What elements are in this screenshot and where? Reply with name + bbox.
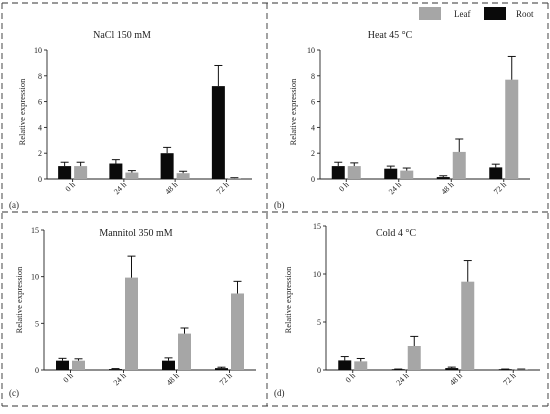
panel-d-bar-leaf <box>514 369 528 370</box>
panel-a-y-tick-label: 10 <box>34 46 42 55</box>
panel-b-text: Heat 45 °C (b) Relative expression <box>274 30 413 210</box>
panel-d-y-tick-label: 5 <box>317 318 321 327</box>
panel-a-bar-leaf <box>125 172 139 179</box>
panel-c-ylabel: Relative expression <box>14 266 24 334</box>
panel-d-x-tick-label: 72 h <box>501 371 517 387</box>
panel-d-bar-root <box>338 360 352 370</box>
panel-b-tag: (b) <box>274 200 285 210</box>
panel-d-tag: (d) <box>274 388 285 398</box>
panel-a-text: NaCl 150 mM (a) Relative expression <box>9 30 151 210</box>
panel-b-bar-leaf <box>505 79 519 179</box>
panel-a-y-tick-label: 8 <box>38 72 42 81</box>
panel-d-plot: 0 5 10 15 0 h 24 h 48 h 72 h <box>313 222 540 387</box>
panel-a-plot: 0 2 4 6 8 10 0 h 24 h 48 h 72 h <box>34 46 252 196</box>
panel-b-x-tick-label: 24 h <box>387 180 403 196</box>
panel-d-x-tick-label: 48 h <box>448 371 464 387</box>
panel-b-plot: 0 2 4 6 8 10 0 h 24 h 48 h 72 h <box>307 46 530 196</box>
panel-c-x-tick-label: 72 h <box>218 371 234 387</box>
panel-a-ylabel: Relative expression <box>17 78 27 146</box>
panel-c-bar-leaf <box>72 360 85 370</box>
panel-c-bar-leaf <box>178 333 191 370</box>
panel-a-bar-root <box>160 153 174 179</box>
panel-c-bar-root <box>162 360 175 370</box>
panel-b-x-tick-label: 48 h <box>439 180 455 196</box>
panel-b-title: Heat 45 °C <box>368 30 413 41</box>
panel-b-bar-leaf <box>400 170 414 179</box>
panel-c-bar-root <box>56 360 69 370</box>
panel-a-tag: (a) <box>9 200 19 210</box>
panel-c-text: Mannitol 350 mM (c) Relative expression <box>9 228 173 398</box>
panel-d-y-tick-label: 15 <box>313 222 321 231</box>
panel-d-title: Cold 4 °C <box>376 228 416 239</box>
legend: Leaf Root <box>419 7 534 20</box>
panel-b-y-tick-label: 8 <box>311 72 315 81</box>
panel-d-bar-leaf <box>407 346 421 370</box>
panel-b-bar-root <box>384 168 398 179</box>
panel-b-x-tick-label: 72 h <box>492 180 508 196</box>
panel-a-y-tick-label: 6 <box>38 98 42 107</box>
panel-frames <box>1 2 549 407</box>
panel-a-bar-root <box>109 163 123 179</box>
panel-a-y-tick-label: 2 <box>38 149 42 158</box>
panel-b-bar-leaf <box>347 166 361 179</box>
panel-c-bar-leaf <box>231 293 244 370</box>
panel-b-bar-root <box>331 166 345 179</box>
panel-d-bar-leaf <box>354 361 368 370</box>
panel-a-title: NaCl 150 mM <box>93 30 151 41</box>
panel-b-y-tick-label: 4 <box>311 123 315 132</box>
legend-leaf-label: Leaf <box>454 9 470 19</box>
panel-d-bar-root <box>391 369 405 370</box>
panel-a-y-tick-label: 4 <box>38 123 42 132</box>
panel-a-x-tick-label: 72 h <box>215 180 231 196</box>
panel-a-x-tick-label: 24 h <box>112 180 128 196</box>
panel-a-y-tick-label: 0 <box>38 175 42 184</box>
panel-d-x-tick-label: 0 h <box>344 371 357 384</box>
panel-d-bar-root <box>445 368 459 370</box>
panel-b-y-tick-label: 2 <box>311 149 315 158</box>
panel-a-bar-root <box>211 86 225 179</box>
panel-c-x-tick-label: 0 h <box>61 371 74 384</box>
panel-c-title: Mannitol 350 mM <box>99 228 172 239</box>
panel-b-y-tick-label: 0 <box>311 175 315 184</box>
panel-d-text: Cold 4 °C (d) Relative expression <box>274 228 416 398</box>
panel-b-bar-root <box>436 177 450 179</box>
panel-d-bar-leaf <box>461 281 475 370</box>
legend-leaf-swatch <box>419 7 441 20</box>
panel-b-bar-leaf <box>452 151 466 179</box>
panel-c-tag: (c) <box>9 388 19 398</box>
panel-c-plot: 0 5 10 15 0 h 24 h 48 h 72 h <box>31 226 256 387</box>
panel-c-bar-leaf <box>125 277 138 370</box>
panel-a-bar-leaf <box>74 166 88 179</box>
panel-b-x-tick-label: 0 h <box>337 180 350 193</box>
panel-d-bar-root <box>498 369 512 370</box>
panel-a-bar-root <box>58 166 72 179</box>
panel-a-x-tick-label: 0 h <box>64 180 77 193</box>
panel-b-y-tick-label: 10 <box>307 46 315 55</box>
panel-b-y-tick-label: 6 <box>311 98 315 107</box>
panel-c-y-tick-label: 0 <box>35 366 39 375</box>
panel-c-x-tick-label: 48 h <box>165 371 181 387</box>
panel-c-bar-root <box>109 369 122 370</box>
panel-b-bar-root <box>489 167 503 179</box>
panel-c-x-tick-label: 24 h <box>112 371 128 387</box>
panel-c-y-tick-label: 15 <box>31 226 39 235</box>
legend-root-swatch <box>484 7 506 20</box>
panel-a-bar-leaf <box>176 173 190 179</box>
legend-root-label: Root <box>516 9 534 19</box>
panel-a-x-tick-label: 48 h <box>163 180 179 196</box>
panel-d-x-tick-label: 24 h <box>394 371 410 387</box>
panel-a-bar-leaf <box>227 178 241 179</box>
panel-d-y-tick-label: 10 <box>313 270 321 279</box>
panel-c-bar-root <box>215 368 228 370</box>
panel-c-y-tick-label: 10 <box>31 273 39 282</box>
panel-c-y-tick-label: 5 <box>35 319 39 328</box>
panel-d-ylabel: Relative expression <box>283 266 293 334</box>
panel-d-y-tick-label: 0 <box>317 366 321 375</box>
panel-b-ylabel: Relative expression <box>288 78 298 146</box>
